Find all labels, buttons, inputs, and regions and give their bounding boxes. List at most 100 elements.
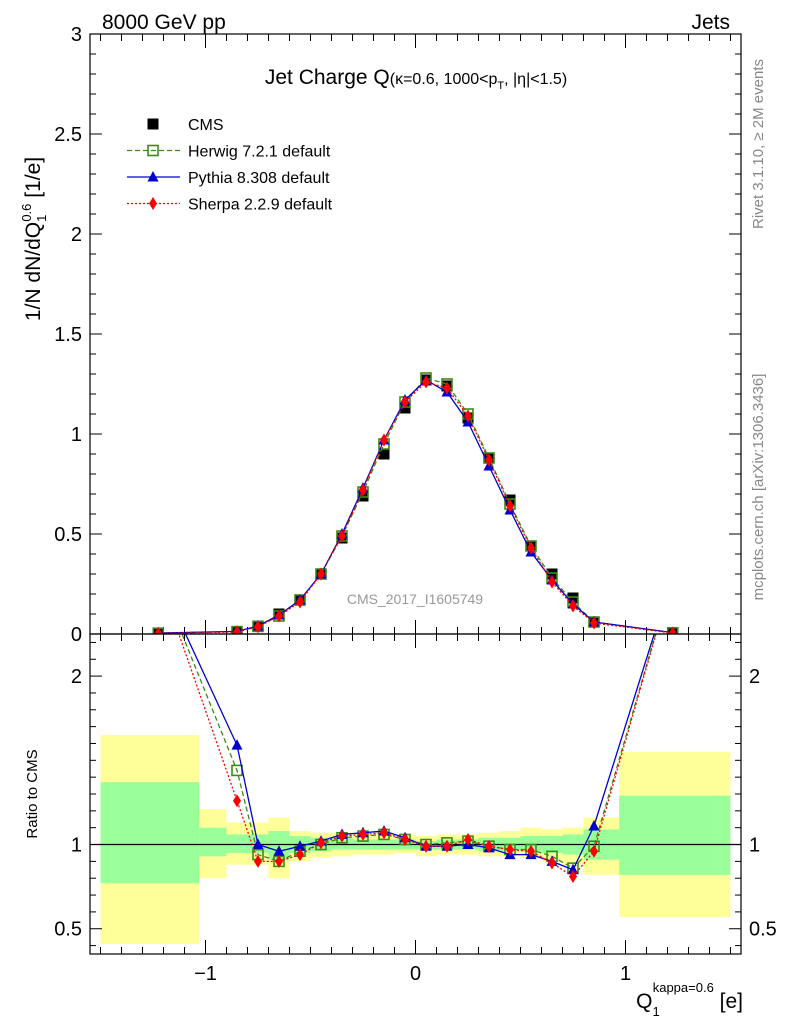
uncertainty-band-inner (619, 795, 731, 875)
ratio-data-point (296, 848, 304, 862)
ratio-x-tick-label: 1 (620, 963, 631, 985)
main-series-3 (154, 375, 677, 634)
main-y-label-sub: 1 (34, 215, 49, 222)
main-series-group (152, 372, 679, 634)
ratio-panel: 0.5 0.5 1 1 2 2 −1 0 1 Ratio to CMS Q1 kappa=0.6 … (24, 633, 777, 1019)
main-data-point (668, 626, 677, 634)
chart-title: Jet Charge Q(κ=0.6, 1000<pT, |η|<1.5) (265, 66, 567, 92)
ratio-data-point (590, 844, 598, 858)
ratio-data-point (506, 843, 514, 857)
main-y-tick-label: 2 (71, 224, 82, 246)
legend-label: Sherpa 2.2.9 default (188, 197, 333, 214)
main-y-tick-label: 0.5 (54, 524, 82, 546)
ratio-y-tick-label: 1 (71, 835, 82, 857)
ratio-y-tick-label: 0.5 (54, 919, 82, 941)
ratio-x-tick-label: 0 (410, 963, 421, 985)
legend: CMS Herwig 7.2.1 default Pythia 8.308 defa… (127, 117, 333, 214)
ratio-x-tick-label: −1 (194, 963, 217, 985)
main-y-axis-label: 1/N dN/dQ10.6 [1/e] (19, 157, 49, 321)
ratio-data-point (273, 845, 285, 856)
main-data-point (506, 499, 514, 513)
ratio-data-point (380, 826, 388, 840)
main-y-tick-label: 1 (71, 424, 82, 446)
ratio-data-point (231, 739, 243, 750)
chart-title-main: Jet Charge Q (265, 66, 390, 89)
ratio-y-axis-label: Ratio to CMS (24, 749, 41, 838)
ratio-data-point (275, 854, 283, 868)
x-label-sup: kappa=0.6 (653, 980, 714, 995)
rivet-version-label: Rivet 3.1.10, ≥ 2M events (750, 59, 767, 229)
main-data-point (154, 626, 163, 634)
x-label-base: Q (636, 990, 652, 1013)
ratio-y-tick-label-right: 0.5 (749, 919, 777, 941)
mcplots-label: mcplots.cern.ch [arXiv:1306.3436] (750, 374, 767, 601)
ratio-series-2 (178, 634, 657, 884)
ratio-data-point (401, 832, 409, 846)
main-y-tick-label: 0 (71, 624, 82, 646)
legend-marker (147, 171, 159, 182)
main-panel: 0 0.5 1 1.5 2 2.5 3 CMS_2017_I1605749 Jet Char… (19, 24, 742, 646)
legend-marker (147, 118, 159, 130)
main-y-tick-label: 3 (71, 24, 82, 46)
main-data-point (548, 575, 556, 589)
ratio-data-point (252, 838, 264, 850)
ratio-data-point (567, 863, 579, 875)
ratio-frame (89, 633, 742, 955)
main-y-label-sup: 0.6 (19, 204, 34, 222)
ratio-data-point (548, 856, 556, 870)
chart-title-detail-end: , |η|<1.5) (504, 71, 567, 88)
main-tick-group: 0 0.5 1 1.5 2 2.5 3 (54, 24, 741, 646)
ratio-data-point (569, 870, 577, 884)
main-data-point (527, 541, 535, 555)
main-data-point (254, 620, 262, 634)
ratio-data-point (359, 827, 367, 841)
ratio-x-axis-label: Q1 kappa=0.6 [e] (636, 980, 743, 1019)
ratio-data-point (527, 844, 535, 858)
analysis-watermark: CMS_2017_I1605749 (347, 591, 483, 607)
main-data-point (380, 433, 388, 447)
ratio-y-tick-label-right: 1 (749, 835, 760, 857)
energy-label: 8000 GeV pp (102, 11, 226, 34)
main-data-point (338, 529, 346, 543)
main-y-tick-label: 2.5 (54, 124, 82, 146)
x-label-sub: 1 (652, 1004, 659, 1019)
main-data-point (590, 616, 598, 630)
main-data-point (422, 375, 430, 389)
ratio-data-point (317, 836, 325, 850)
ratio-data-point (233, 794, 241, 808)
chart-title-detail: (κ=0.6, 1000<p (390, 71, 498, 88)
main-y-tick-label: 1.5 (54, 324, 82, 346)
ratio-series-group (178, 634, 657, 884)
ratio-series-line (184, 634, 655, 871)
main-data-point (317, 567, 325, 581)
main-data-point (296, 595, 304, 609)
main-data-point (378, 448, 390, 460)
uncertainty-band-inner (331, 837, 353, 850)
ratio-tick-group: 0.5 0.5 1 1 2 2 −1 0 1 (54, 634, 777, 985)
chart-title-subscript: T (497, 80, 504, 92)
ratio-data-point (422, 839, 430, 853)
main-data-point (275, 609, 283, 623)
ratio-data-point (443, 839, 451, 853)
main-data-point (233, 625, 241, 634)
main-y-label-base: 1/N dN/dQ (22, 222, 45, 321)
ratio-band-group (100, 735, 731, 944)
main-data-point (569, 599, 577, 613)
main-data-point (359, 483, 367, 497)
ratio-y-tick-label-right: 2 (749, 666, 760, 688)
legend-label: CMS (188, 117, 224, 134)
main-data-point (464, 409, 472, 423)
ratio-data-point (338, 829, 346, 843)
uncertainty-band-inner (199, 827, 227, 857)
main-data-point (485, 453, 493, 467)
ratio-data-point (254, 854, 262, 868)
legend-label: Pythia 8.308 default (188, 170, 330, 187)
ratio-y-tick-label: 2 (71, 666, 82, 688)
legend-label: Herwig 7.2.1 default (188, 144, 331, 161)
process-label: Jets (691, 11, 730, 34)
main-series-line (158, 381, 673, 634)
main-data-point (443, 381, 451, 395)
ratio-data-point (485, 839, 493, 853)
ratio-data-point (464, 832, 472, 846)
